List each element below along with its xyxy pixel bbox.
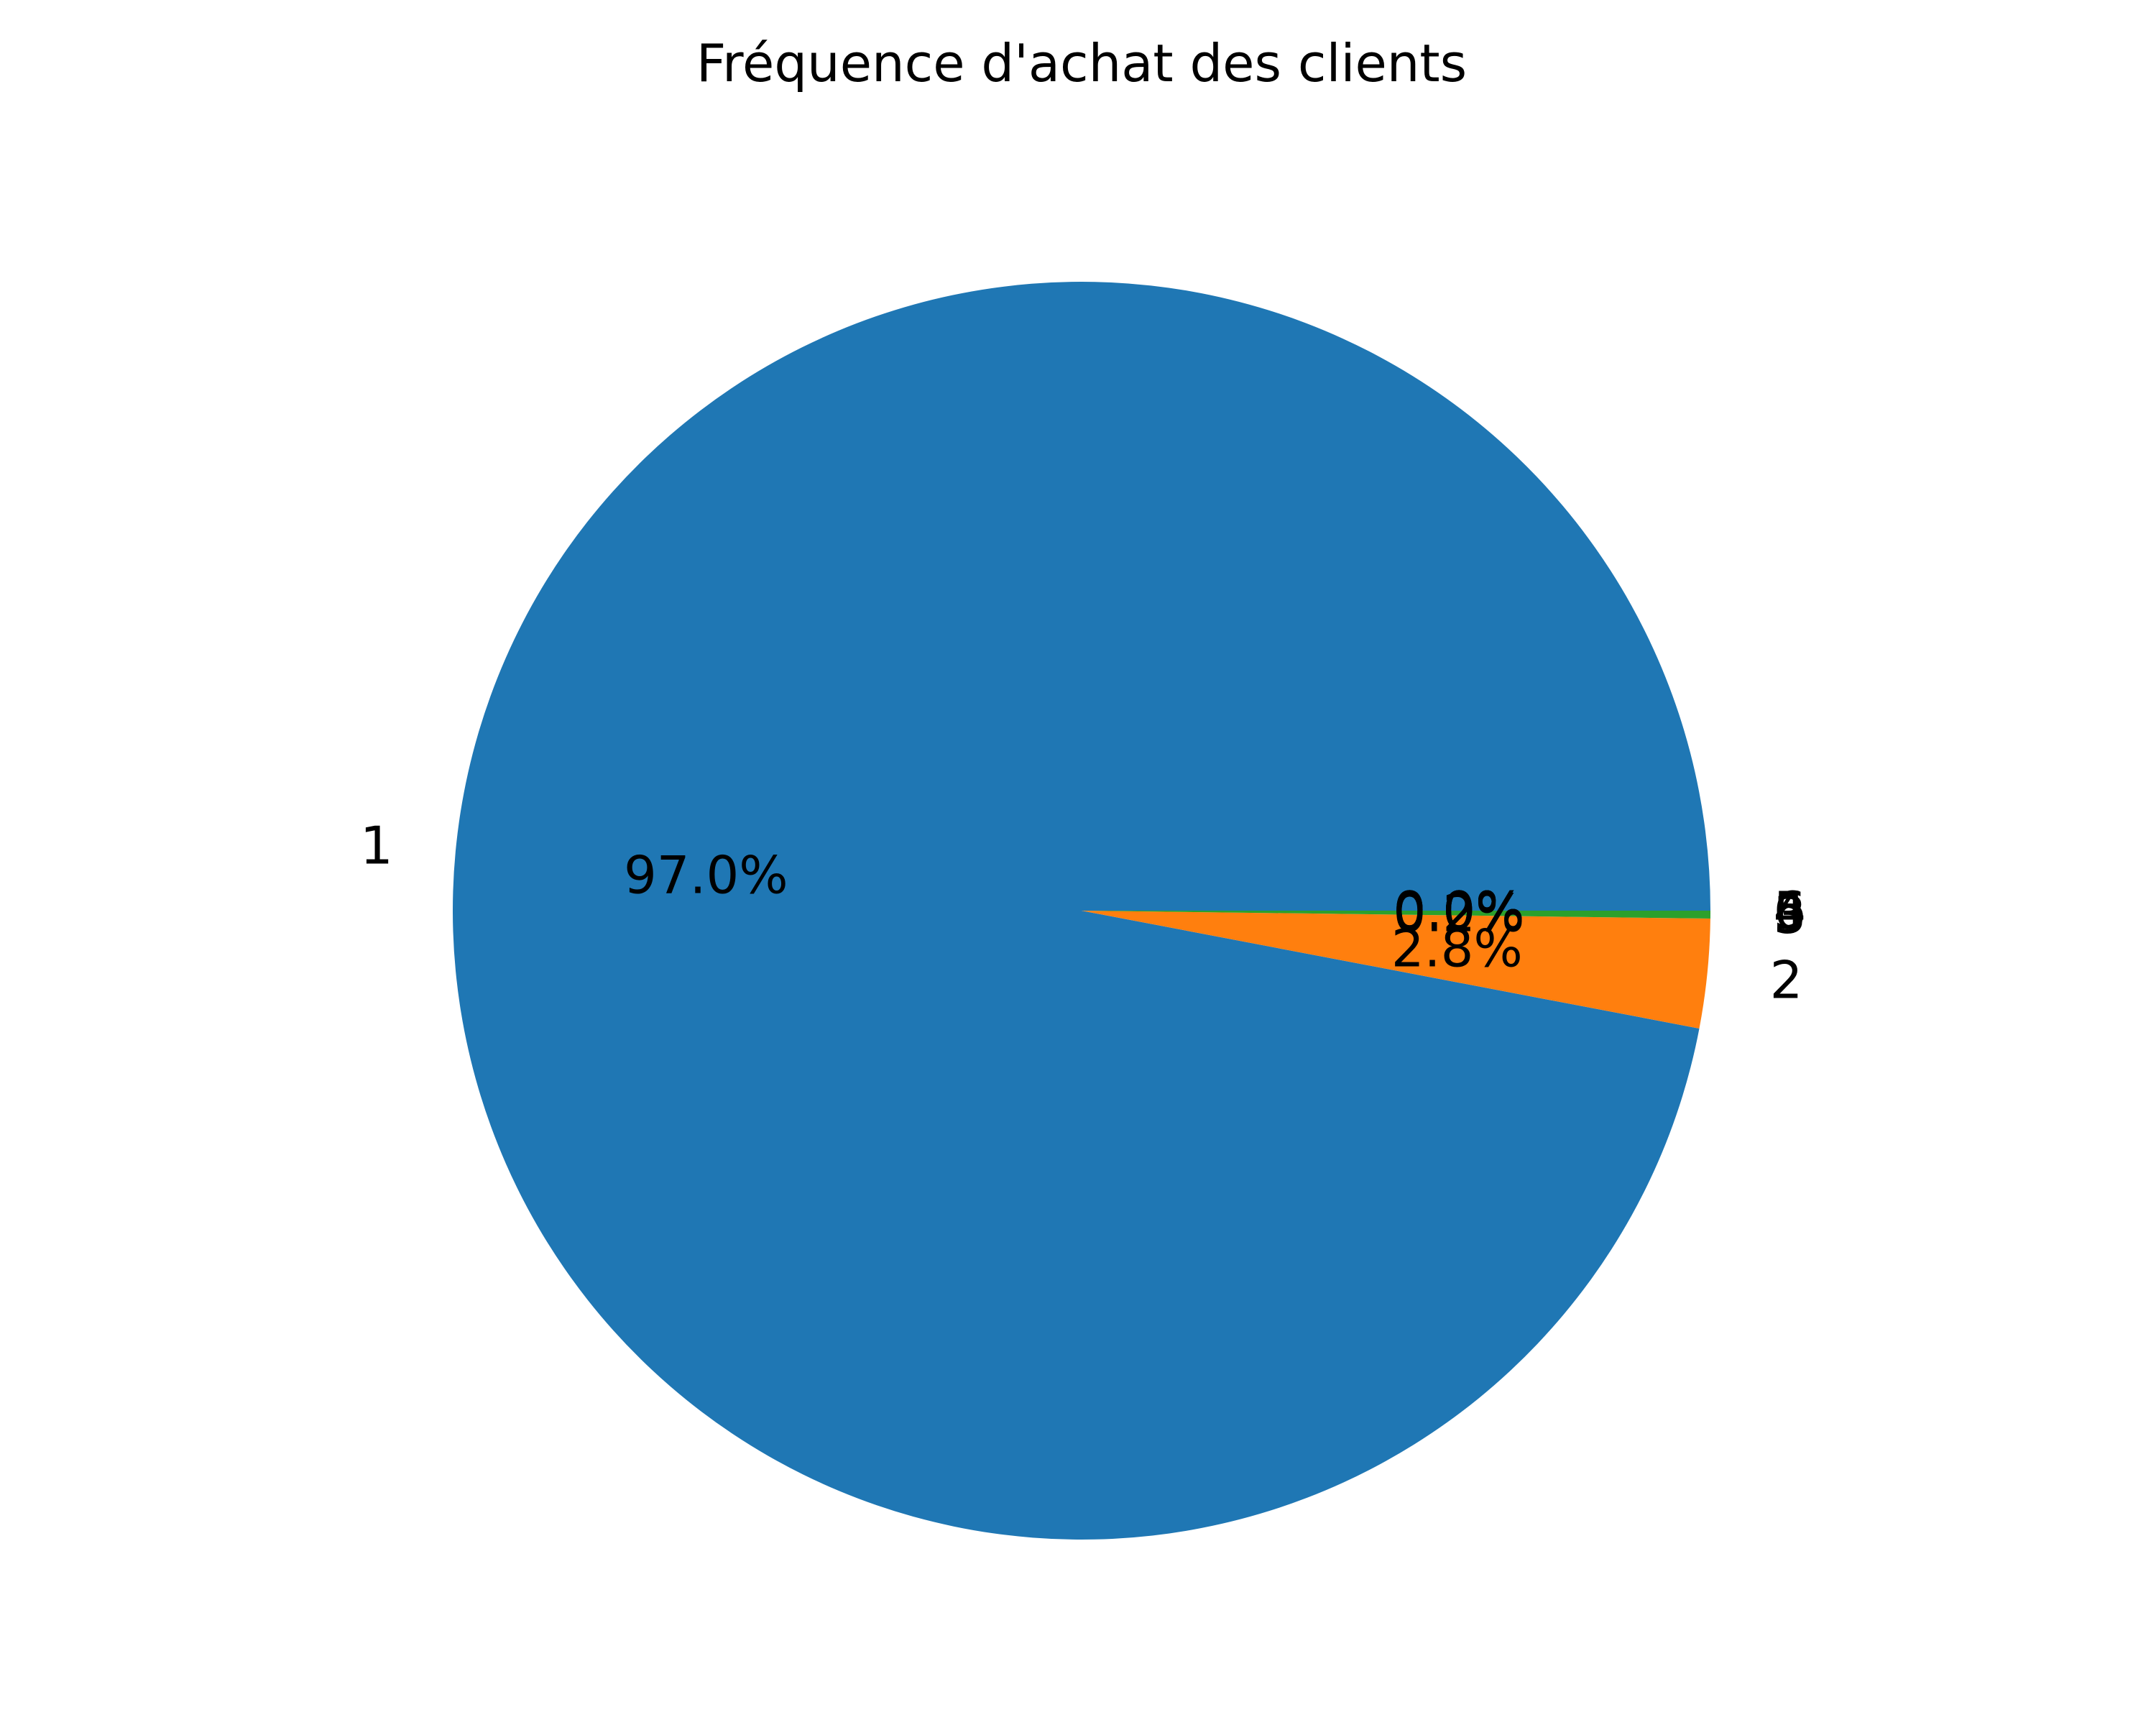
slice-label-3: 3 [1773,885,1806,945]
slice-label-6: 6 [1774,880,1807,941]
percent-label-6: 0.0% [1393,880,1525,941]
slice-label-4: 4 [1774,880,1807,941]
slice-label-2: 2 [1770,950,1803,1011]
slice-label-5: 5 [1774,880,1807,941]
pie-slice-1 [452,282,1710,1540]
pie-labels: 1 97.0%22.8%30.2% 40.0% 50.0% 60.0% [360,815,1806,1010]
percent-label-1: 97.0% [624,845,788,906]
percent-label-5: 0.0% [1393,880,1525,941]
chart-title: Fréquence d'achat des clients [696,33,1467,93]
percent-label-3: 0.2% [1393,883,1525,943]
pie-slice-3 [1082,911,1710,919]
pie-slices [452,282,1710,1540]
percent-label-4: 0.0% [1393,880,1525,941]
slice-label-1: 1 [360,815,393,875]
percent-label-2: 2.8% [1391,919,1523,979]
pie-slice-2 [1082,911,1710,1029]
